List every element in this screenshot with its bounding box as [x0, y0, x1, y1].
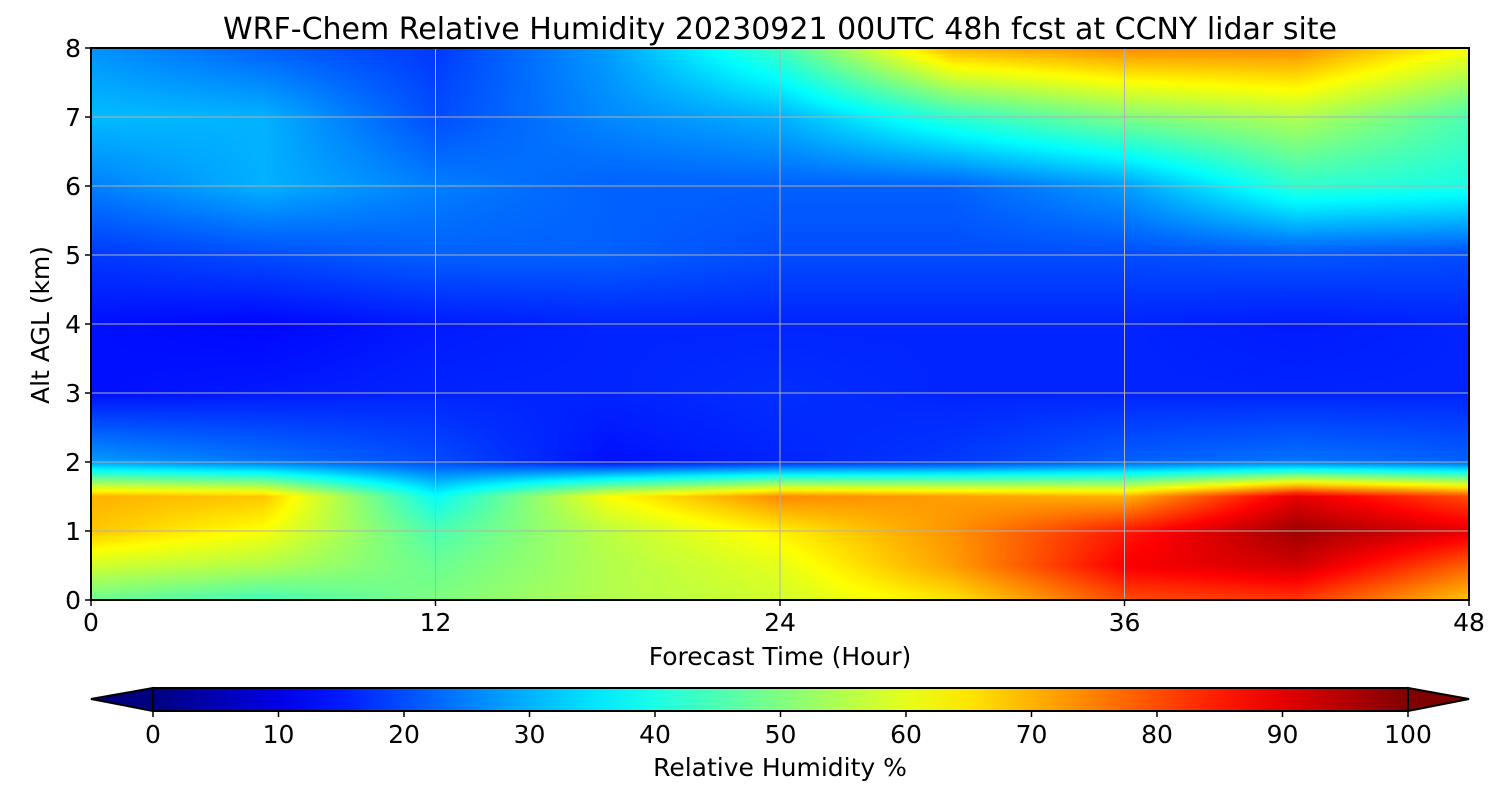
colorbar-label: Relative Humidity % [653, 753, 907, 782]
colorbar: 0 10 20 30 40 50 60 70 80 90 100 Relative Humidity… [90, 686, 1470, 782]
x-tick-label: 48 [1453, 608, 1485, 637]
y-axis-label: Alt AGL (km) [26, 246, 55, 404]
colorbar-extend-high [1407, 686, 1470, 713]
y-tick-label: 2 [65, 448, 81, 477]
y-tick-label: 1 [65, 517, 81, 546]
colorbar-extend-low [90, 686, 154, 713]
x-axis-ticks: 0 12 24 36 48 [83, 600, 1485, 637]
y-tick-label: 0 [65, 586, 81, 615]
colorbar-ticks: 0 10 20 30 40 50 60 70 80 90 100 [145, 711, 1432, 749]
colorbar-tick-label: 40 [639, 720, 671, 749]
y-tick-label: 7 [65, 103, 81, 132]
colorbar-tick-label: 70 [1016, 720, 1048, 749]
grid-lines [91, 48, 1469, 600]
x-tick-label: 24 [764, 608, 796, 637]
y-tick-label: 3 [65, 379, 81, 408]
y-axis-ticks: 0 1 2 3 4 5 6 7 8 [65, 34, 91, 615]
y-tick-label: 8 [65, 34, 81, 63]
x-axis-label: Forecast Time (Hour) [649, 642, 912, 671]
chart-title: WRF-Chem Relative Humidity 20230921 00UT… [223, 12, 1337, 47]
colorbar-tick-label: 80 [1141, 720, 1173, 749]
x-tick-label: 12 [420, 608, 452, 637]
y-tick-label: 5 [65, 241, 81, 270]
colorbar-body [152, 687, 1409, 712]
colorbar-tick-label: 50 [765, 720, 797, 749]
x-tick-label: 36 [1109, 608, 1141, 637]
colorbar-tick-label: 20 [388, 720, 420, 749]
colorbar-tick-label: 100 [1384, 720, 1432, 749]
colorbar-tick-label: 30 [514, 720, 546, 749]
colorbar-tick-label: 60 [890, 720, 922, 749]
y-tick-label: 6 [65, 172, 81, 201]
colorbar-tick-label: 0 [145, 720, 161, 749]
x-tick-label: 0 [83, 608, 99, 637]
colorbar-tick-label: 10 [263, 720, 295, 749]
y-tick-label: 4 [65, 310, 81, 339]
colorbar-tick-label: 90 [1267, 720, 1299, 749]
